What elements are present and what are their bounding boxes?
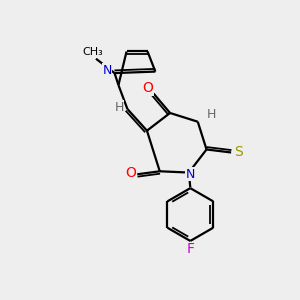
Text: N: N bbox=[186, 167, 195, 181]
Text: O: O bbox=[125, 166, 136, 180]
Text: CH₃: CH₃ bbox=[82, 47, 103, 57]
Text: H: H bbox=[114, 101, 124, 114]
Text: F: F bbox=[186, 242, 194, 256]
Text: N: N bbox=[102, 64, 112, 76]
Text: S: S bbox=[234, 146, 243, 160]
Text: H: H bbox=[207, 108, 216, 121]
Text: O: O bbox=[143, 81, 154, 95]
